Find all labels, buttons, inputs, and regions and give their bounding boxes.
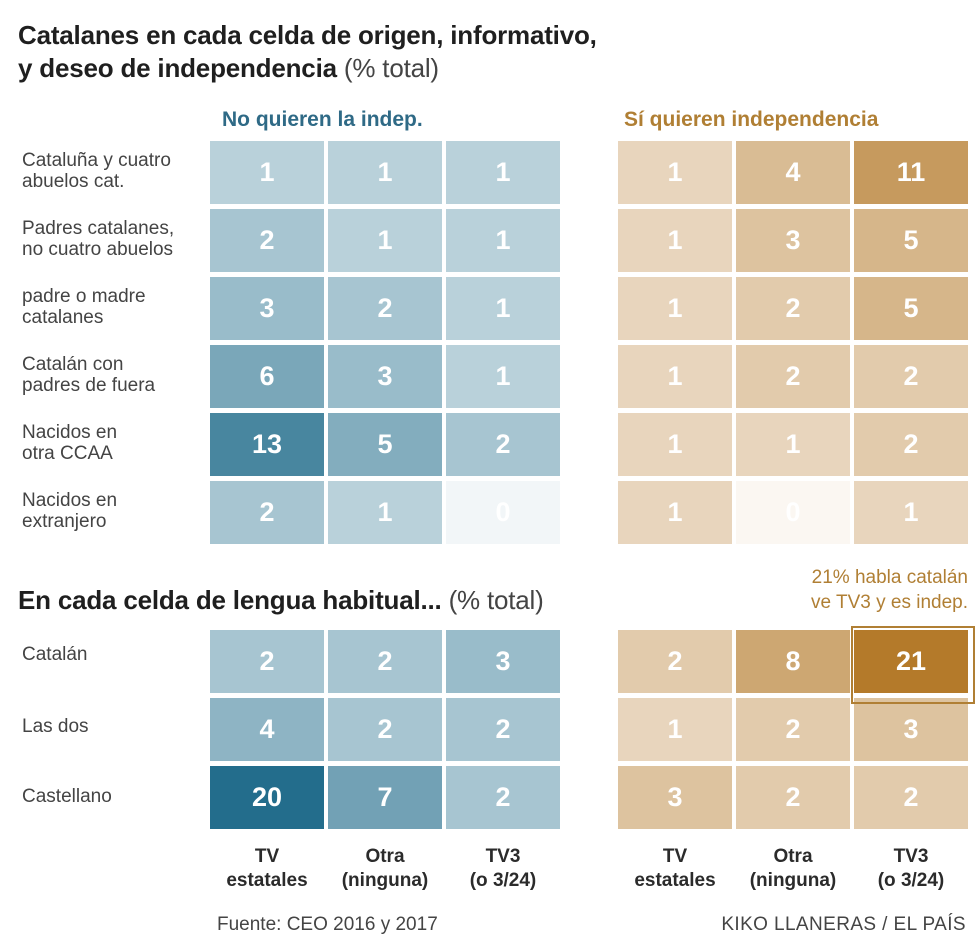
row-label: Las dos <box>22 716 89 737</box>
heatmap-cell-no: 2 <box>446 698 560 761</box>
heatmap-cell-no: 2 <box>328 277 442 340</box>
row-label: Catalán con padres de fuera <box>22 354 156 396</box>
chart-title-2: y deseo de independencia (% total) <box>18 53 439 84</box>
heatmap-cell-si: 5 <box>854 277 968 340</box>
column-label: TV estatales <box>226 846 308 891</box>
row-label: padre o madre catalanes <box>22 286 146 328</box>
heatmap-cell-si: 3 <box>854 698 968 761</box>
credit-note: KIKO LLANERAS / EL PAÍS <box>721 914 966 935</box>
group-label-no: No quieren la indep. <box>222 108 423 131</box>
row-label: Catalán <box>22 644 88 665</box>
source-note: Fuente: CEO 2016 y 2017 <box>217 914 438 935</box>
heatmap-cell-no: 4 <box>210 698 324 761</box>
heatmap-cell-no: 2 <box>328 698 442 761</box>
heatmap-cell-si: 1 <box>618 277 732 340</box>
heatmap-cell-si: 2 <box>736 698 850 761</box>
column-label: TV estatales <box>634 846 716 891</box>
heatmap-cell-no: 1 <box>446 345 560 408</box>
heatmap-cell-si: 1 <box>618 413 732 476</box>
heatmap-cell-no: 6 <box>210 345 324 408</box>
heatmap-cell-no: 1 <box>446 209 560 272</box>
heatmap-cell-si: 2 <box>736 277 850 340</box>
heatmap-cell-no: 5 <box>328 413 442 476</box>
heatmap-cell-no: 7 <box>328 766 442 829</box>
heatmap-cell-si: 1 <box>854 481 968 544</box>
heatmap-cell-si: 3 <box>736 209 850 272</box>
column-label: TV3 (o 3/24) <box>469 846 537 891</box>
row-label: Padres catalanes, no cuatro abuelos <box>22 218 175 260</box>
heatmap-cell-si: 2 <box>854 766 968 829</box>
heatmap-cell-no: 3 <box>446 630 560 693</box>
chart-title-line2: y deseo de independencia <box>18 53 337 83</box>
heatmap-cell-no: 1 <box>210 141 324 204</box>
highlight-annotation: 21% habla catalán ve TV3 y es indep. <box>810 567 968 613</box>
heatmap-cell-si: 3 <box>618 766 732 829</box>
heatmap-cell-si: 5 <box>854 209 968 272</box>
heatmap-cell-si: 21 <box>854 630 968 693</box>
chart-title: Catalanes en cada celda de origen, infor… <box>18 20 597 51</box>
subchart-title-unit: (% total) <box>448 585 544 615</box>
heatmap-cell-no: 13 <box>210 413 324 476</box>
heatmap-cell-si: 2 <box>736 345 850 408</box>
column-label: TV3 (o 3/24) <box>877 846 945 891</box>
heatmap-cell-no: 3 <box>328 345 442 408</box>
heatmap-cell-si: 8 <box>736 630 850 693</box>
heatmap-cell-no: 0 <box>446 481 560 544</box>
heatmap-cell-si: 1 <box>618 481 732 544</box>
heatmap-cell-no: 2 <box>210 630 324 693</box>
heatmap-cell-no: 20 <box>210 766 324 829</box>
column-label: Otra (ninguna) <box>749 846 837 891</box>
heatmap-cell-no: 1 <box>328 209 442 272</box>
heatmap-cell-si: 11 <box>854 141 968 204</box>
heatmap-cell-si: 2 <box>854 345 968 408</box>
heatmap-cell-no: 2 <box>328 630 442 693</box>
heatmap-cell-si: 2 <box>854 413 968 476</box>
heatmap-cell-no: 1 <box>328 481 442 544</box>
heatmap-cell-si: 1 <box>618 209 732 272</box>
heatmap-cell-si: 4 <box>736 141 850 204</box>
heatmap-cell-si: 1 <box>618 345 732 408</box>
heatmap-cell-si: 0 <box>736 481 850 544</box>
heatmap-cell-no: 2 <box>210 209 324 272</box>
heatmap-cell-no: 2 <box>446 413 560 476</box>
row-label: Nacidos en otra CCAA <box>22 422 118 464</box>
heatmap-cell-no: 1 <box>328 141 442 204</box>
row-label: Castellano <box>22 786 112 807</box>
subchart-title: En cada celda de lengua habitual... (% t… <box>18 585 544 616</box>
heatmap-cell-no: 2 <box>210 481 324 544</box>
subchart-title-text: En cada celda de lengua habitual... <box>18 585 442 615</box>
heatmap-cell-si: 2 <box>618 630 732 693</box>
chart-title-unit: (% total) <box>343 53 439 83</box>
heatmap-cell-si: 1 <box>618 698 732 761</box>
heatmap-cell-no: 1 <box>446 141 560 204</box>
chart-title-line1: Catalanes en cada celda de origen, infor… <box>18 20 597 50</box>
row-label: Cataluña y cuatro abuelos cat. <box>22 150 171 192</box>
heatmap-cell-si: 2 <box>736 766 850 829</box>
heatmap-cell-no: 2 <box>446 766 560 829</box>
group-label-si: Sí quieren independencia <box>624 108 879 131</box>
row-label: Nacidos en extranjero <box>22 490 118 532</box>
column-label: Otra (ninguna) <box>341 846 429 891</box>
heatmap-cell-si: 1 <box>618 141 732 204</box>
heatmap-cell-no: 3 <box>210 277 324 340</box>
heatmap-cell-no: 1 <box>446 277 560 340</box>
heatmap-cell-si: 1 <box>736 413 850 476</box>
